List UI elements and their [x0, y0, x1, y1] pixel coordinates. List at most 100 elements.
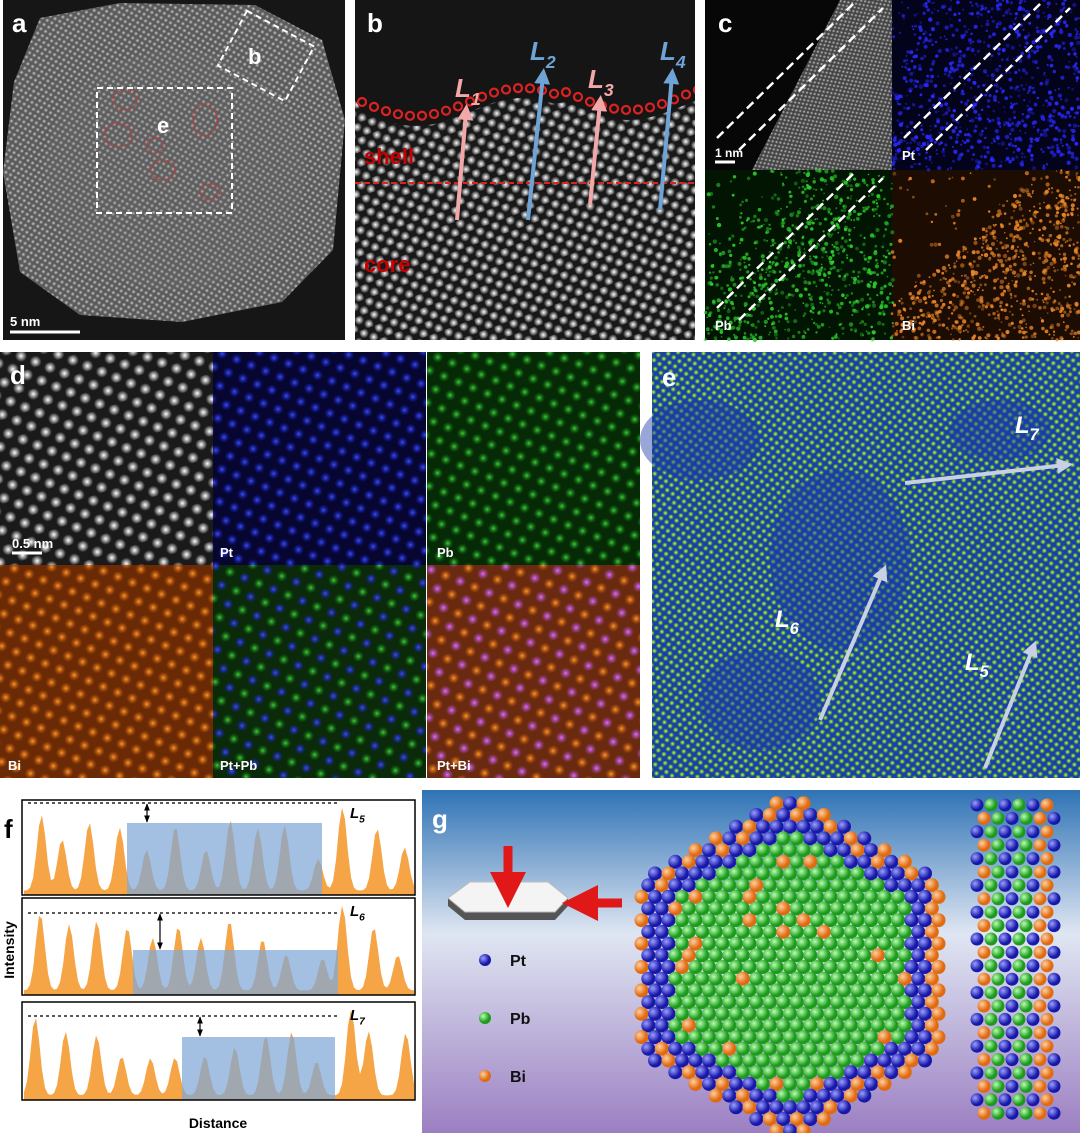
- map-pixel: [985, 241, 987, 243]
- atom: [729, 913, 743, 928]
- map-pixel: [1067, 52, 1071, 56]
- map-pixel: [1023, 155, 1027, 159]
- map-pixel: [1053, 299, 1056, 302]
- atom: [735, 924, 750, 939]
- map-pixel: [712, 271, 715, 274]
- atom: [749, 878, 764, 893]
- map-pixel: [1010, 102, 1013, 104]
- map-pixel: [934, 303, 939, 308]
- map-pixel: [757, 283, 762, 287]
- map-pixel: [1077, 17, 1080, 20]
- map-pixel: [963, 141, 967, 145]
- map-pixel: [912, 301, 916, 305]
- map-pixel: [1063, 204, 1068, 209]
- atom: [991, 892, 1005, 906]
- map-pixel: [1043, 297, 1048, 301]
- line-subscript: 6: [359, 913, 365, 924]
- map-pixel: [1055, 197, 1058, 200]
- atom: [911, 995, 926, 1010]
- map-pixel: [1059, 304, 1063, 308]
- dashed-guide: [925, 7, 1071, 151]
- atom: [991, 919, 1005, 933]
- map-pixel: [1032, 262, 1035, 265]
- map-pixel: [829, 309, 834, 314]
- map-pixel: [877, 321, 882, 326]
- map-pixel: [1010, 96, 1013, 99]
- map-pixel: [1017, 246, 1019, 248]
- map-pixel: [801, 190, 805, 194]
- map-pixel: [882, 254, 885, 257]
- map-pixel: [1016, 300, 1019, 303]
- map-pixel: [942, 154, 946, 157]
- map-pixel: [1016, 147, 1021, 152]
- atom: [769, 819, 784, 834]
- map-pixel: [1049, 63, 1054, 68]
- map-pixel: [726, 309, 731, 314]
- map-pixel: [941, 271, 945, 275]
- map-pixel: [1065, 175, 1068, 179]
- atom: [715, 866, 730, 881]
- map-pixel: [798, 264, 802, 268]
- map-pixel: [910, 59, 914, 63]
- atom: [857, 948, 872, 963]
- map-pixel: [1020, 76, 1023, 79]
- map-pixel: [966, 149, 970, 153]
- atom: [675, 983, 689, 998]
- map-pixel: [906, 188, 909, 191]
- map-pixel: [968, 262, 972, 266]
- map-pixel: [1077, 336, 1079, 339]
- atom: [796, 1076, 811, 1091]
- map-pixel: [1002, 14, 1005, 17]
- map-pixel: [771, 260, 775, 264]
- map-pixel: [969, 312, 972, 315]
- map-pixel: [1057, 22, 1060, 26]
- atom: [803, 878, 818, 893]
- atom: [984, 959, 998, 973]
- map-pixel: [972, 197, 977, 201]
- atom: [661, 1006, 676, 1021]
- map-pixel: [915, 163, 917, 166]
- map-pixel: [1047, 187, 1051, 191]
- map-pixel: [1007, 256, 1012, 261]
- map-pixel: [921, 313, 926, 317]
- atom: [722, 1088, 737, 1103]
- map-pixel: [1014, 249, 1018, 253]
- map-pixel: [880, 300, 884, 304]
- map-pixel: [849, 188, 854, 192]
- map-pixel: [715, 283, 719, 287]
- map-pixel: [923, 322, 926, 325]
- map-pixel: [755, 294, 759, 299]
- map-pixel: [927, 336, 932, 341]
- map-pixel: [991, 229, 997, 234]
- map-pixel: [1009, 12, 1012, 16]
- map-pixel: [981, 307, 985, 311]
- map-pixel: [879, 188, 883, 192]
- map-pixel: [929, 125, 932, 127]
- map-pixel: [925, 212, 929, 216]
- map-pixel: [779, 171, 782, 174]
- map-pixel: [1022, 330, 1026, 335]
- map-pixel: [965, 329, 968, 332]
- atom: [924, 971, 939, 986]
- atom: [1047, 999, 1061, 1013]
- map-pixel: [786, 328, 791, 332]
- map-pixel: [918, 36, 922, 40]
- map-pixel: [1038, 137, 1041, 139]
- map-pixel: [1061, 41, 1066, 46]
- atom: [830, 971, 845, 986]
- map-pixel: [746, 176, 751, 181]
- map-pixel: [774, 278, 779, 283]
- map-pixel: [1010, 246, 1015, 250]
- map-pixel: [809, 255, 811, 257]
- atom: [970, 905, 984, 919]
- profile-frame: [21, 1001, 416, 1101]
- map-pixel: [785, 256, 788, 260]
- map-pixel: [888, 263, 891, 267]
- map-pixel: [942, 4, 947, 9]
- map-pixel: [909, 120, 914, 125]
- map-pixel: [872, 200, 876, 204]
- line-letter: L: [530, 36, 546, 66]
- atom: [803, 1018, 818, 1033]
- map-pixel: [961, 139, 964, 142]
- map-pixel: [1047, 253, 1052, 258]
